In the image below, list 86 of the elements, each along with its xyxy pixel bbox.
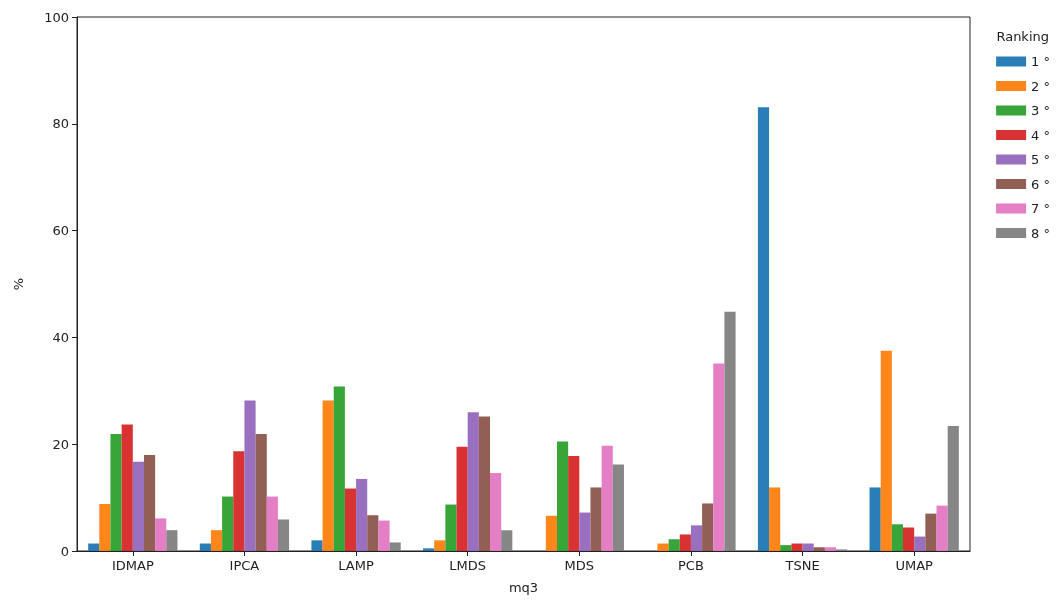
- bar: [914, 536, 926, 551]
- bar: [244, 400, 256, 551]
- bar: [501, 530, 513, 551]
- bar: [367, 515, 379, 551]
- bar: [690, 525, 703, 551]
- bar: [601, 445, 613, 551]
- bar: [824, 547, 837, 551]
- bar: [99, 504, 111, 551]
- x-tick-label: PCB: [678, 558, 704, 573]
- x-tick-label: TSNE: [784, 558, 820, 573]
- bar: [568, 455, 580, 551]
- legend-label: 4 °: [1031, 127, 1050, 143]
- legend-title: Ranking: [996, 29, 1050, 44]
- bar: [423, 548, 435, 551]
- bar: [925, 513, 937, 551]
- bar: [389, 542, 401, 551]
- bar: [378, 520, 390, 551]
- bar: [434, 540, 446, 551]
- bar: [679, 534, 691, 551]
- x-tick-label: LAMP: [338, 558, 374, 573]
- x-tick-label: IPCA: [229, 558, 260, 573]
- legend-label: 3 °: [1031, 103, 1050, 118]
- bar: [545, 515, 557, 551]
- bar: [556, 441, 569, 551]
- x-axis-title: mq3: [508, 580, 539, 595]
- bar: [757, 107, 770, 551]
- bar: [478, 416, 491, 551]
- bar: [132, 461, 144, 551]
- bar: [869, 487, 881, 551]
- bar: [936, 505, 948, 551]
- bar: [445, 504, 457, 551]
- x-tick-label: IDMAP: [111, 558, 154, 573]
- bar: [813, 547, 825, 551]
- bar: [311, 540, 323, 551]
- bar: [657, 543, 669, 551]
- y-tick-label: 0: [60, 543, 69, 559]
- bar: [344, 488, 357, 551]
- bar: [702, 503, 714, 551]
- bar: [891, 524, 904, 551]
- bar: [724, 311, 736, 551]
- x-tick-label: MDS: [564, 558, 595, 573]
- bar: [780, 545, 792, 551]
- bar: [121, 424, 133, 551]
- bar: [266, 496, 278, 551]
- legend-label: 1 °: [1031, 54, 1050, 69]
- y-tick-label: 20: [52, 436, 69, 452]
- bar: [947, 426, 959, 551]
- bar: [143, 454, 156, 551]
- bar: [467, 412, 479, 551]
- legend-label: 6 °: [1031, 176, 1050, 192]
- legend-label: 8 °: [1031, 225, 1050, 241]
- bar: [579, 512, 591, 551]
- bar: [456, 446, 468, 551]
- bar: [222, 496, 234, 551]
- bar: [333, 386, 345, 551]
- bar: [199, 543, 211, 551]
- bar: [713, 363, 725, 551]
- bar: [590, 487, 602, 551]
- bar: [612, 464, 624, 551]
- bar: [210, 530, 223, 551]
- bar: [668, 539, 680, 551]
- x-tick-label: LMDS: [449, 558, 487, 573]
- legend-label: 2 °: [1031, 78, 1050, 94]
- bar: [769, 487, 781, 551]
- y-axis-title: %: [11, 277, 26, 291]
- bar: [322, 400, 334, 551]
- bar: [802, 543, 814, 551]
- bar: [356, 478, 368, 551]
- legend-label: 5 °: [1031, 152, 1050, 167]
- bar: [255, 434, 267, 551]
- y-tick-label: 40: [52, 329, 69, 345]
- bar: [791, 543, 803, 551]
- bar: [277, 519, 290, 551]
- bar: [155, 518, 167, 551]
- bar: [903, 527, 915, 551]
- bar: [490, 473, 502, 551]
- y-tick-label: 60: [52, 223, 69, 239]
- y-tick-label: 100: [44, 9, 69, 25]
- bar: [166, 530, 178, 551]
- bar: [88, 543, 100, 551]
- bar: [110, 434, 122, 551]
- bar: [233, 451, 245, 551]
- bar: [880, 350, 892, 551]
- legend-label: 7 °: [1031, 201, 1050, 216]
- x-tick-label: UMAP: [895, 558, 934, 573]
- y-tick-label: 80: [52, 116, 69, 132]
